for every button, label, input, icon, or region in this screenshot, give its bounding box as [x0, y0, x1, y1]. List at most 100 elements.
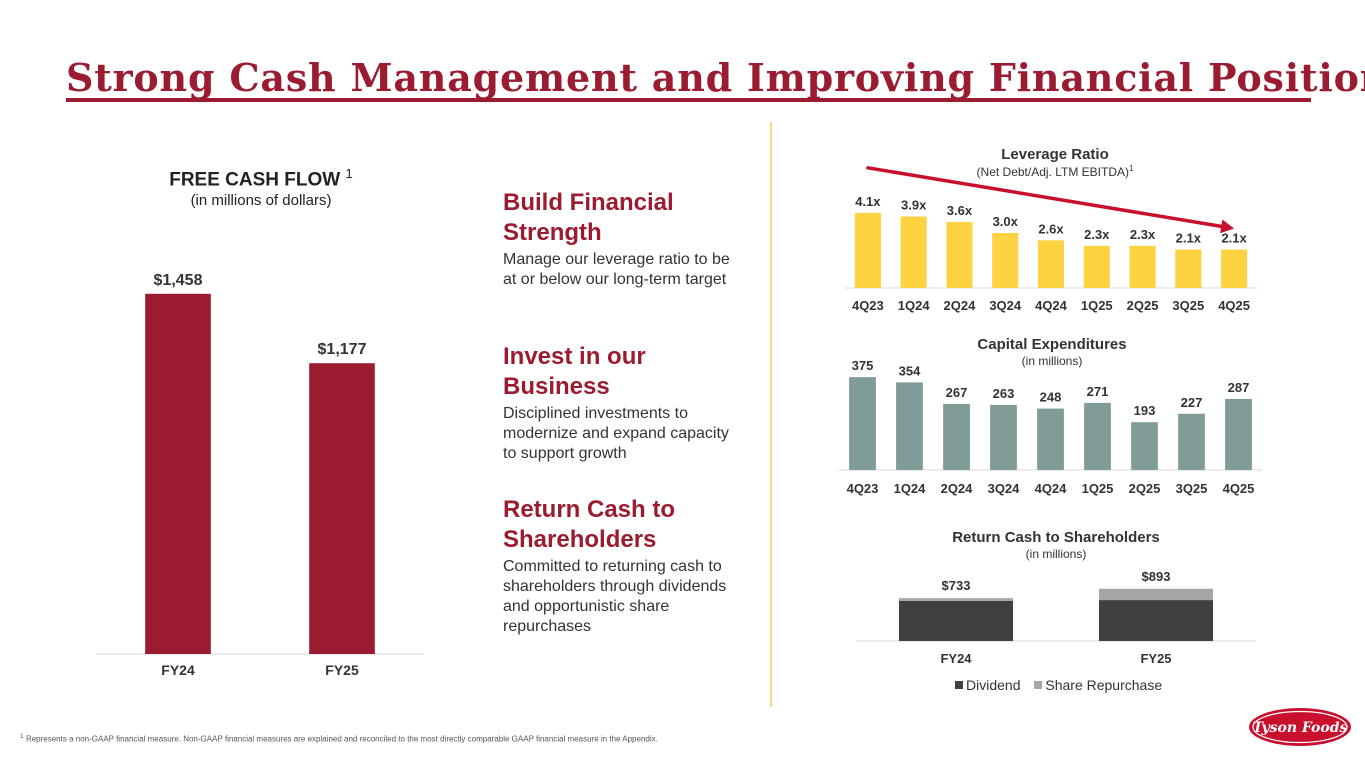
leverage-data-label-1q24: 3.9x: [901, 198, 927, 213]
leverage-bar-2q24: [946, 222, 973, 288]
capex-chart-title: Capital Expenditures: [977, 336, 1127, 353]
pillar-text-financial-strength: Manage our leverage ratio to be at or be…: [503, 251, 730, 288]
capex-data-label-2q24: 267: [946, 385, 968, 400]
capex-tick-2q24: 2Q24: [941, 481, 974, 496]
capex-chart-subtitle: (in millions): [1021, 354, 1083, 368]
leverage-data-label-1q25: 2.3x: [1084, 227, 1110, 242]
logo-graphic: Tyson Foods: [1249, 708, 1351, 746]
legend-swatch-repurchase: [1034, 681, 1043, 689]
leverage-trend-arrow-line: [866, 166, 1224, 229]
leverage-bar-3q24: [992, 233, 1019, 288]
leverage-tick-2q24: 2Q24: [944, 298, 977, 313]
capex-bar-4q24: [1037, 408, 1064, 470]
leverage-bar-4q23: [854, 212, 881, 288]
capex-data-label-4q25: 287: [1228, 380, 1250, 395]
capex-bar-3q24: [990, 404, 1017, 470]
leverage-bar-4q24: [1037, 240, 1065, 288]
pillar-heading-invest: Invest in our Business: [503, 343, 646, 400]
pillar-text-return-cash: Committed to returning cash to sharehold…: [503, 558, 727, 635]
leverage-tick-4q24: 4Q24: [1035, 298, 1068, 313]
capex-bar-1q24: [896, 382, 923, 470]
fcf-footnote-mark: 1: [345, 166, 353, 181]
fcf-tick-fy24: FY24: [161, 662, 195, 678]
capex-bar-3q25: [1178, 413, 1205, 470]
fcf-bar-fy24: [145, 293, 211, 654]
leverage-data-label-2q25: 2.3x: [1130, 227, 1156, 242]
leverage-bar-2q25: [1129, 245, 1156, 288]
legend-label-dividend: Dividend: [966, 677, 1021, 693]
leverage-data-label-4q24: 2.6x: [1038, 221, 1064, 236]
leverage-data-label-3q24: 3.0x: [993, 214, 1019, 229]
returns-tick-fy24: FY24: [940, 651, 972, 666]
returns-bar-fy24-dividend: [899, 600, 1013, 641]
leverage-tick-1q25: 1Q25: [1081, 298, 1113, 313]
leverage-subtitle-text: (Net Debt/Adj. LTM EBITDA): [976, 165, 1130, 179]
title-underline: [66, 98, 1311, 102]
pillar-text-invest: Disciplined investments to modernize and…: [503, 405, 729, 462]
leverage-data-label-3q25: 2.1x: [1176, 231, 1202, 246]
capex-bar-2q25: [1131, 422, 1158, 470]
leverage-data-label-4q25: 2.1x: [1221, 231, 1247, 246]
capex-data-label-3q24: 263: [993, 386, 1015, 401]
leverage-bar-1q25: [1083, 245, 1110, 288]
capex-data-label-1q24: 354: [899, 363, 921, 378]
capex-tick-4q25: 4Q25: [1223, 481, 1255, 496]
pillar-heading-return-cash: Return Cash to Shareholders: [503, 496, 676, 553]
leverage-chart-title: Leverage Ratio: [1001, 146, 1109, 163]
capex-bar-4q23: [849, 377, 876, 470]
returns-bar-fy25-dividend: [1099, 600, 1213, 641]
leverage-bar-1q24: [900, 216, 927, 288]
leverage-bar-4q25: [1221, 249, 1248, 288]
leverage-chart-subtitle: (Net Debt/Adj. LTM EBITDA)1: [905, 164, 1205, 179]
pillar-heading-financial-strength: Build Financial Strength: [503, 189, 674, 246]
leverage-data-label-2q24: 3.6x: [947, 203, 973, 218]
leverage-footnote-mark: 1: [1129, 164, 1134, 173]
returns-chart-title: Return Cash to Shareholders: [952, 529, 1160, 546]
logo-text: Tyson Foods: [1253, 720, 1348, 736]
legend-swatch-dividend: [955, 681, 963, 689]
capex-tick-3q25: 3Q25: [1176, 481, 1208, 496]
leverage-bar-3q25: [1175, 249, 1202, 288]
capex-data-label-4q24: 248: [1040, 390, 1062, 405]
capex-tick-4q23: 4Q23: [847, 481, 879, 496]
capex-tick-3q24: 3Q24: [988, 481, 1021, 496]
fcf-chart-subtitle: (in millions of dollars): [190, 192, 332, 209]
capex-data-label-3q25: 227: [1181, 395, 1203, 410]
fcf-title-text: FREE CASH FLOW: [169, 169, 341, 191]
footnote: 1 Represents a non-GAAP financial measur…: [20, 733, 658, 744]
returns-chart-subtitle: (in millions): [1025, 547, 1087, 561]
capex-tick-2q25: 2Q25: [1129, 481, 1161, 496]
tyson-foods-logo: Tyson Foods: [1248, 707, 1352, 747]
returns-data-label-fy24: $733: [942, 578, 971, 593]
returns-data-label-fy25: $893: [1142, 569, 1171, 584]
returns-legend: Dividend Share Repurchase: [955, 677, 1162, 693]
returns-bar-fy25-share-repurchase: [1099, 588, 1213, 601]
capex-tick-1q25: 1Q25: [1082, 481, 1114, 496]
leverage-data-label-4q23: 4.1x: [855, 194, 881, 209]
legend-label-repurchase: Share Repurchase: [1045, 677, 1163, 693]
leverage-trend-arrow-head: [1220, 219, 1235, 234]
capex-data-label-1q25: 271: [1087, 384, 1109, 399]
section-divider: [770, 122, 772, 707]
capex-tick-1q24: 1Q24: [894, 481, 927, 496]
leverage-tick-2q25: 2Q25: [1127, 298, 1159, 313]
leverage-tick-3q25: 3Q25: [1172, 298, 1204, 313]
footnote-text: Represents a non-GAAP financial measure.…: [25, 734, 658, 744]
page-title: Strong Cash Management and Improving Fin…: [66, 55, 1365, 100]
capex-data-label-4q23: 375: [852, 358, 874, 373]
fcf-data-label-fy25: $1,177: [318, 341, 367, 358]
fcf-chart-title: FREE CASH FLOW 1: [98, 166, 424, 191]
capex-bar-4q25: [1225, 398, 1252, 470]
capex-bar-2q24: [943, 403, 970, 470]
footnote-mark: 1: [20, 733, 24, 740]
leverage-tick-4q25: 4Q25: [1218, 298, 1250, 313]
returns-tick-fy25: FY25: [1140, 651, 1171, 666]
capex-tick-4q24: 4Q24: [1035, 481, 1068, 496]
fcf-tick-fy25: FY25: [325, 662, 359, 678]
capex-data-label-2q25: 193: [1134, 403, 1156, 418]
leverage-tick-1q24: 1Q24: [898, 298, 931, 313]
capex-bar-1q25: [1084, 402, 1111, 470]
fcf-data-label-fy24: $1,458: [154, 272, 203, 289]
leverage-tick-4q23: 4Q23: [852, 298, 884, 313]
